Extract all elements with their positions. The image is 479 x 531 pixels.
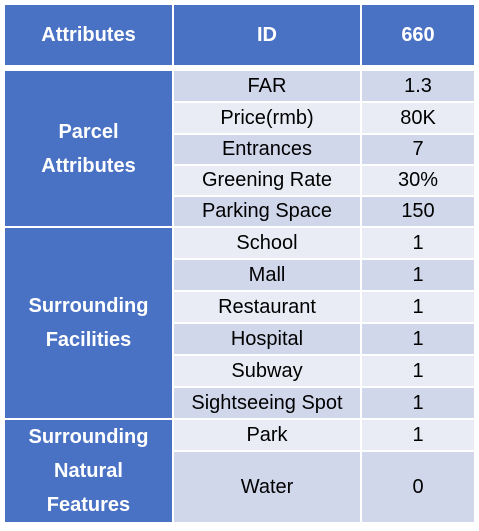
value-cell: 1 bbox=[362, 388, 474, 418]
group-label-surrounding-natural-features: Surrounding Natural Features bbox=[5, 420, 172, 522]
attribute-cell: Water bbox=[174, 452, 360, 522]
attribute-cell: Subway bbox=[174, 356, 360, 386]
value-cell: 80K bbox=[362, 103, 474, 133]
value-cell: 1 bbox=[362, 260, 474, 290]
attribute-cell: Park bbox=[174, 420, 360, 450]
attribute-cell: Mall bbox=[174, 260, 360, 290]
value-cell: 7 bbox=[362, 135, 474, 164]
attribute-cell: Hospital bbox=[174, 324, 360, 354]
value-cell: 1 bbox=[362, 356, 474, 386]
value-cell: 1 bbox=[362, 228, 474, 258]
value-cell: 0 bbox=[362, 452, 474, 522]
header-attributes: Attributes bbox=[5, 5, 172, 65]
value-cell: 1 bbox=[362, 292, 474, 322]
value-cell: 30% bbox=[362, 166, 474, 195]
group-label-parcel-attributes: Parcel Attributes bbox=[5, 71, 172, 226]
attribute-cell: Sightseeing Spot bbox=[174, 388, 360, 418]
group-label-surrounding-facilities: Surrounding Facilities bbox=[5, 228, 172, 418]
attribute-cell: Greening Rate bbox=[174, 166, 360, 195]
attributes-table: Attributes ID 660 Parcel Attributes Surr… bbox=[5, 5, 474, 522]
attribute-cell: FAR bbox=[174, 71, 360, 101]
header-value: 660 bbox=[362, 5, 474, 65]
attribute-cell: School bbox=[174, 228, 360, 258]
value-cell: 1 bbox=[362, 420, 474, 450]
value-cell: 150 bbox=[362, 197, 474, 226]
attribute-cell: Entrances bbox=[174, 135, 360, 164]
attribute-cell: Restaurant bbox=[174, 292, 360, 322]
header-id: ID bbox=[174, 5, 360, 65]
value-cell: 1.3 bbox=[362, 71, 474, 101]
attribute-cell: Parking Space bbox=[174, 197, 360, 226]
attribute-cell: Price(rmb) bbox=[174, 103, 360, 133]
value-cell: 1 bbox=[362, 324, 474, 354]
